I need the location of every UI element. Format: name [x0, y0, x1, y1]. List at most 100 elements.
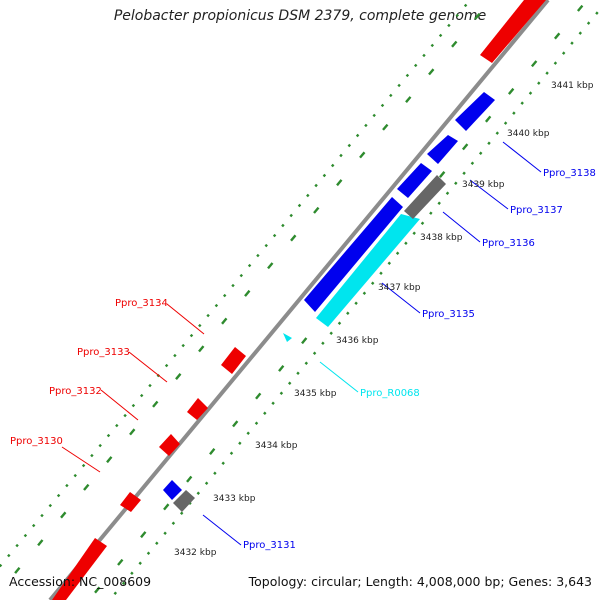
guide-dot-outer-right	[346, 311, 350, 315]
guide-dot-inner-left	[474, 13, 481, 20]
gene-feature-grey-long[interactable]	[404, 175, 446, 219]
guide-dot-outer-right	[229, 451, 234, 455]
gene-feature-ppro-3138[interactable]	[455, 92, 495, 131]
gene-label-ppro-r0068[interactable]: Ppro_R0068	[360, 388, 420, 399]
guide-dot-inner-right	[484, 115, 492, 123]
guide-dot-inner-left	[313, 206, 320, 214]
guide-dot-outer-left	[297, 203, 302, 208]
guide-dot-outer-right	[420, 221, 425, 225]
gene-feature-ppro-3132[interactable]	[159, 434, 180, 456]
tick-label-3434: 3434 kbp	[255, 441, 298, 451]
guide-dot-outer-left	[214, 303, 219, 308]
gene-feature-ppro-3136[interactable]	[397, 163, 432, 198]
guide-dot-outer-right	[412, 231, 416, 235]
guide-dot-outer-left	[364, 123, 368, 128]
guide-dot-inner-right	[117, 558, 124, 566]
tick-label-3432: 3432 kbp	[174, 548, 217, 558]
guide-dot-inner-left	[428, 68, 435, 76]
leader-ppro-3132	[100, 389, 139, 421]
guide-dot-outer-left	[15, 543, 19, 548]
guide-dot-inner-right	[461, 143, 469, 151]
guide-dot-outer-left	[314, 183, 318, 188]
gene-feature-grey-small[interactable]	[173, 490, 195, 512]
gene-feature-ppro-3134[interactable]	[221, 347, 246, 374]
guide-dot-inner-left	[198, 345, 205, 353]
guide-dot-outer-left	[206, 313, 210, 318]
guide-dot-outer-left	[65, 483, 69, 488]
guide-dot-outer-right	[138, 561, 142, 565]
guide-dot-outer-right	[512, 111, 516, 115]
guide-dot-outer-left	[430, 43, 435, 48]
gene-label-ppro-3136[interactable]: Ppro_3136	[482, 238, 535, 249]
gene-feature-ppro-3137[interactable]	[427, 135, 458, 164]
guide-dot-inner-right	[163, 503, 170, 511]
tick-label-3433: 3433 kbp	[213, 494, 256, 504]
guide-dot-outer-left	[272, 233, 277, 238]
guide-dot-outer-right	[304, 361, 309, 365]
guide-dot-outer-left	[347, 143, 352, 148]
guide-dot-inner-right	[186, 475, 193, 483]
guide-dot-inner-right	[140, 531, 147, 539]
guide-dot-outer-left	[148, 383, 152, 388]
guide-dot-outer-left	[306, 193, 310, 198]
gene-label-ppro-3135[interactable]: Ppro_3135	[422, 309, 475, 320]
guide-dot-outer-left	[372, 113, 376, 118]
guide-dot-inner-left	[451, 40, 458, 48]
gene-label-ppro-3137[interactable]: Ppro_3137	[510, 205, 563, 216]
guide-dot-outer-left	[56, 493, 61, 498]
guide-dot-inner-right	[278, 364, 285, 372]
gene-label-ppro-3131[interactable]: Ppro_3131	[243, 540, 296, 551]
gene-label-ppro-3138[interactable]: Ppro_3138	[543, 168, 596, 179]
guide-dot-outer-right	[163, 531, 167, 535]
guide-dot-outer-right	[196, 491, 201, 495]
guide-dot-outer-left	[289, 213, 293, 218]
guide-dot-outer-right	[362, 291, 367, 295]
gene-feature-ppro-3130[interactable]	[120, 492, 141, 512]
guide-dot-outer-right	[271, 401, 275, 405]
gene-feature-red-upper[interactable]	[480, 0, 546, 63]
guide-dot-outer-right	[478, 151, 483, 155]
gene-label-ppro-3132[interactable]: Ppro_3132	[49, 386, 102, 397]
tick-label-3435: 3435 kbp	[294, 389, 337, 399]
guide-dot-outer-right	[171, 521, 176, 525]
guide-dot-outer-right	[487, 141, 491, 145]
gene-feature-ppro-r0068[interactable]	[283, 333, 292, 342]
guide-dot-outer-right	[387, 261, 392, 265]
guide-dot-outer-right	[213, 471, 217, 475]
guide-dot-outer-right	[520, 101, 524, 105]
guide-dot-inner-left	[336, 179, 343, 187]
guide-dot-outer-right	[296, 371, 300, 375]
gene-label-ppro-3130[interactable]: Ppro_3130	[10, 436, 63, 447]
guide-dot-outer-right	[537, 81, 541, 85]
gene-label-ppro-3134[interactable]: Ppro_3134	[115, 298, 168, 309]
guide-dot-outer-left	[264, 243, 268, 248]
gene-feature-ppro-3131[interactable]	[163, 480, 182, 500]
guide-dot-inner-right	[209, 448, 216, 455]
guide-dot-outer-left	[198, 323, 202, 328]
guide-dot-outer-right	[179, 511, 184, 515]
gene-feature-red-lower[interactable]	[52, 538, 107, 600]
guide-dot-outer-right	[561, 51, 566, 55]
guide-dot-outer-right	[462, 171, 466, 175]
gene-feature-cyan-long[interactable]	[316, 214, 420, 327]
guide-dot-outer-right	[329, 331, 333, 335]
guide-dot-outer-left	[413, 63, 418, 68]
gene-label-ppro-3133[interactable]: Ppro_3133	[77, 347, 130, 358]
guide-dot-outer-right	[312, 351, 317, 355]
guide-dot-inner-right	[553, 32, 561, 40]
guide-dot-outer-left	[389, 93, 393, 98]
guide-dot-inner-right	[94, 586, 101, 594]
guide-dot-inner-left	[129, 428, 136, 436]
gene-feature-ppro-3133[interactable]	[187, 398, 208, 420]
guide-dot-inner-right	[438, 171, 446, 178]
guide-dot-inner-left	[359, 151, 366, 159]
tick-label-3437: 3437 kbp	[378, 283, 421, 293]
leader-ppro-r0068	[319, 361, 359, 393]
guide-dot-outer-left	[422, 53, 426, 58]
leader-ppro-3134	[166, 303, 205, 335]
gene-feature-ppro-3135[interactable]	[304, 197, 403, 312]
guide-dot-outer-left	[139, 393, 144, 398]
guide-dot-outer-right	[130, 571, 134, 575]
guide-dot-inner-left	[106, 456, 113, 464]
guide-dot-outer-right	[445, 191, 450, 195]
